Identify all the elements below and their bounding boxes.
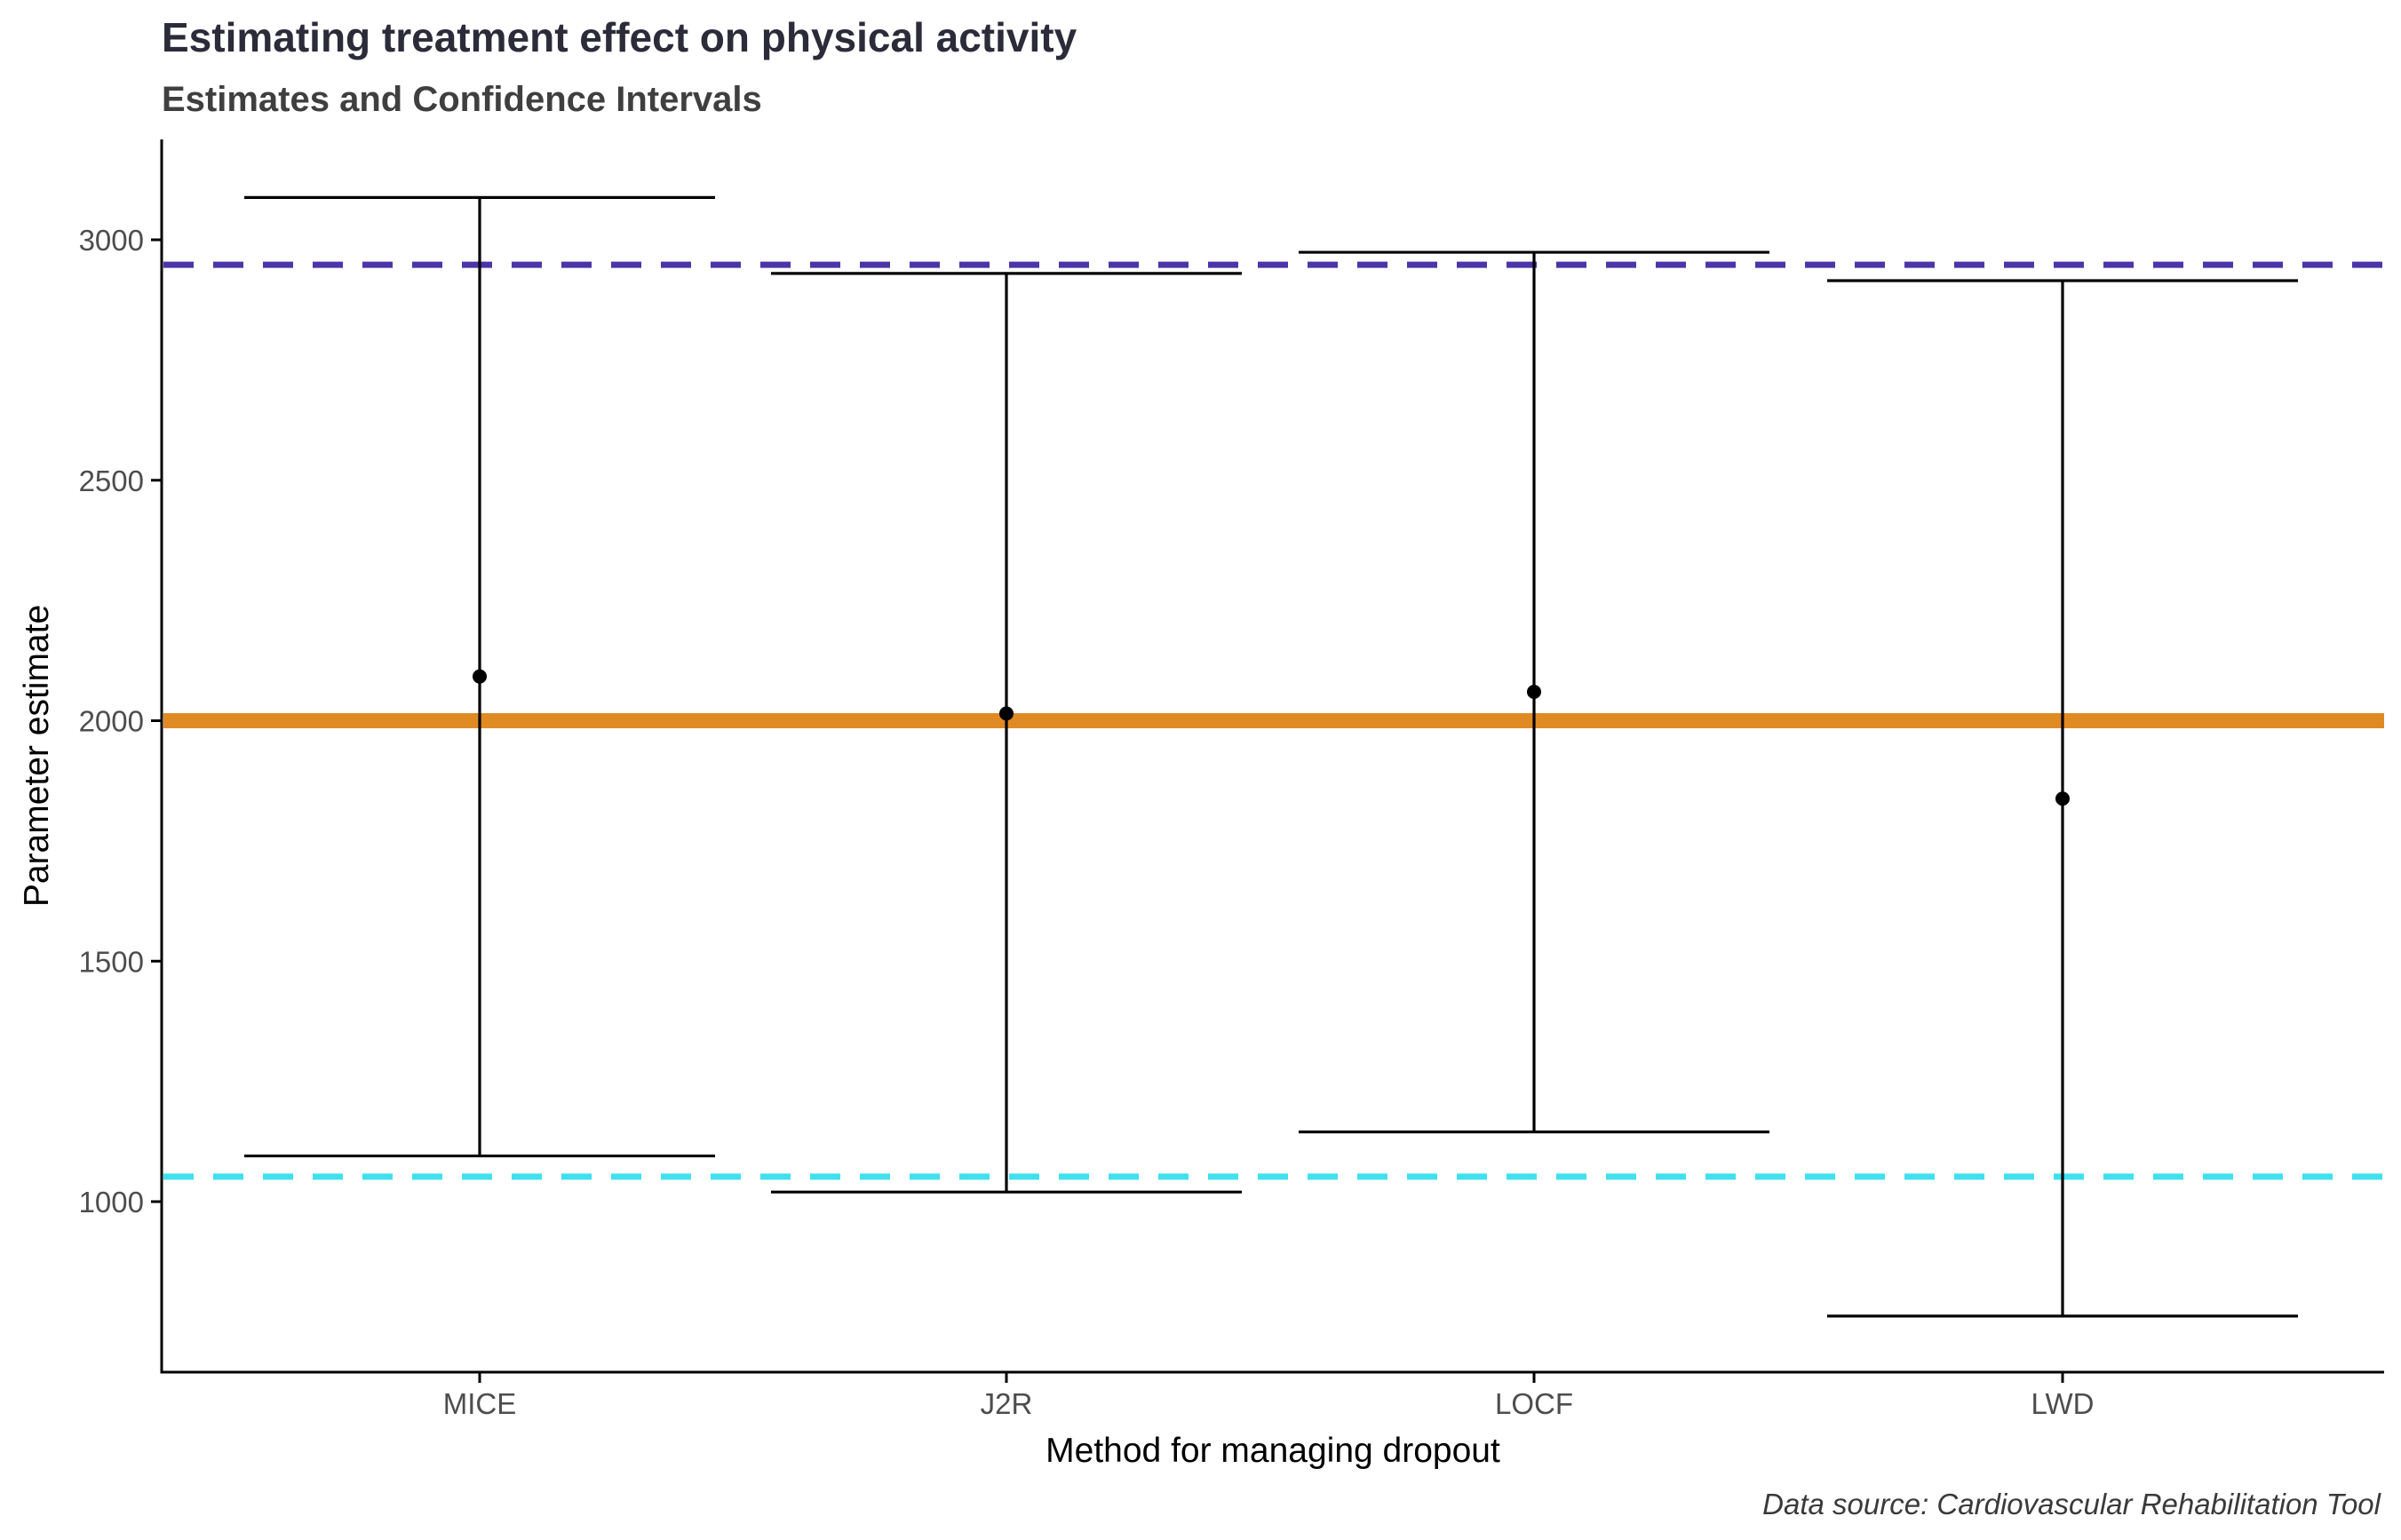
x-ticks: MICE J2R LOCF LWD (443, 1372, 2095, 1420)
x-tick-label: MICE (443, 1387, 517, 1420)
estimate-point-locf (1527, 685, 1541, 700)
x-tick-label: LOCF (1495, 1387, 1573, 1420)
error-bar-j2r (771, 272, 1242, 1194)
points (473, 669, 2070, 806)
chart-title: Estimating treatment effect on physical … (162, 14, 1077, 60)
y-axis-title: Parameter estimate (18, 605, 56, 907)
estimate-point-j2r (999, 706, 1014, 721)
estimate-point-lwd (2055, 791, 2070, 806)
y-tick-label: 3000 (79, 224, 144, 257)
estimate-point-mice (473, 669, 487, 684)
x-tick-label: J2R (981, 1387, 1033, 1420)
y-tick-label: 1000 (79, 1186, 144, 1219)
reference-lines (163, 261, 2384, 1180)
axes: 1000 1500 2000 2500 3000 MICE J2R LOCF LWD (79, 139, 2384, 1420)
chart-caption: Data source: Cardiovascular Rehabilitati… (1762, 1488, 2381, 1520)
y-ticks: 1000 1500 2000 2500 3000 (79, 224, 162, 1219)
x-tick-label: LWD (2031, 1387, 2095, 1420)
y-tick-label: 2500 (79, 464, 144, 497)
x-axis-title: Method for managing dropout (1045, 1432, 1500, 1470)
y-tick-label: 2000 (79, 705, 144, 738)
chart-subtitle: Estimates and Confidence Intervals (162, 80, 762, 119)
error-bars (244, 195, 2298, 1318)
chart-header: Estimating treatment effect on physical … (162, 14, 1077, 119)
y-tick-label: 1500 (79, 945, 144, 978)
